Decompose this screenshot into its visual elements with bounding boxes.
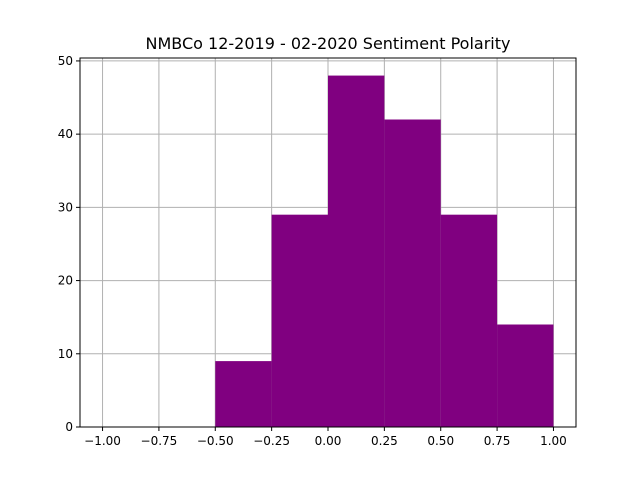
- x-tick-label: −1.00: [84, 434, 121, 448]
- chart-title: NMBCo 12-2019 - 02-2020 Sentiment Polari…: [146, 34, 511, 53]
- histogram-bar: [271, 214, 328, 427]
- histogram-bar: [215, 361, 272, 427]
- y-tick-label: 30: [58, 200, 73, 214]
- y-tick-label: 20: [58, 274, 73, 288]
- x-tick-label: −0.75: [141, 434, 178, 448]
- x-tick-label: −0.50: [197, 434, 234, 448]
- histogram-bar: [440, 214, 498, 427]
- axes-layer: −1.00 −0.75 −0.50 −0.25 0.00 0.25 0.50 0.75 1.00…: [58, 54, 577, 448]
- x-tick-label: −0.25: [253, 434, 290, 448]
- y-tick-label: 0: [65, 420, 73, 434]
- y-tick-label: 40: [58, 127, 73, 141]
- histogram-bar: [384, 119, 441, 427]
- x-tick-label: 0.25: [371, 434, 398, 448]
- x-tick-label: 0.75: [484, 434, 511, 448]
- y-tick-label: 10: [58, 347, 73, 361]
- x-tick-label: 1.00: [540, 434, 567, 448]
- y-tick-label: 50: [58, 54, 73, 68]
- bars-layer: [215, 75, 554, 428]
- histogram-bar: [497, 324, 554, 427]
- x-tick-label: 0.00: [315, 434, 342, 448]
- x-tick-label: 0.50: [427, 434, 454, 448]
- histogram-bar: [328, 75, 385, 428]
